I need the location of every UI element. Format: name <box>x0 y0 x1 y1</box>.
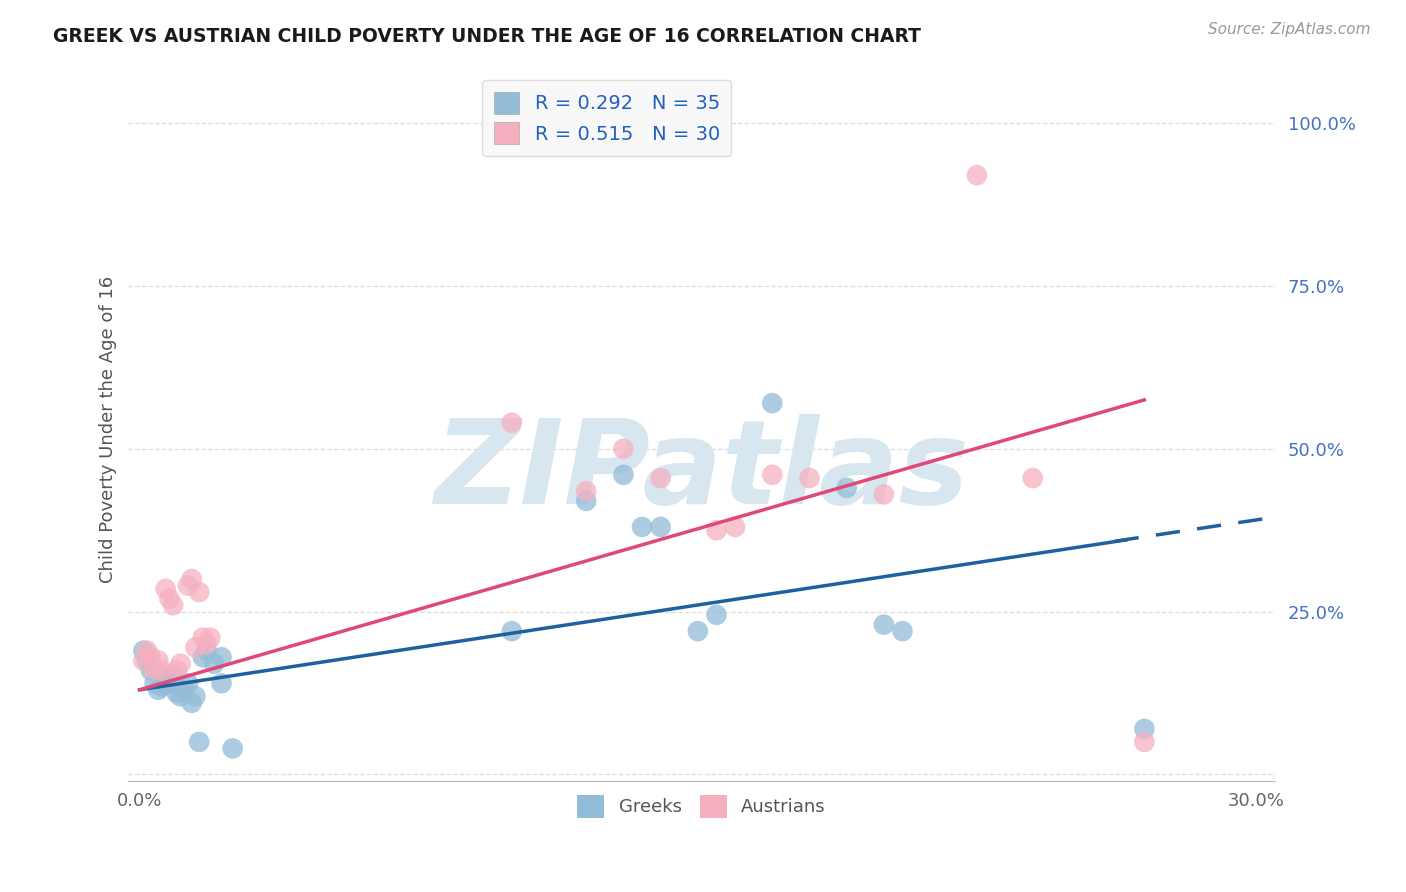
Point <box>177 578 200 592</box>
Point <box>761 467 783 482</box>
Text: ZIPatlas: ZIPatlas <box>434 414 969 529</box>
Point <box>139 663 162 677</box>
Point <box>157 591 180 606</box>
Point <box>169 690 191 704</box>
Point <box>650 471 672 485</box>
Point <box>162 670 184 684</box>
Point <box>221 741 243 756</box>
Point <box>132 653 155 667</box>
Point <box>166 663 188 677</box>
Point <box>1133 735 1156 749</box>
Point <box>631 520 654 534</box>
Point <box>166 686 188 700</box>
Point <box>136 653 159 667</box>
Point <box>155 676 177 690</box>
Legend: Greeks, Austrians: Greeks, Austrians <box>569 789 834 825</box>
Point <box>612 442 634 456</box>
Point <box>188 735 211 749</box>
Point <box>162 598 184 612</box>
Point <box>180 572 202 586</box>
Point <box>148 653 170 667</box>
Point <box>191 650 214 665</box>
Point <box>191 631 214 645</box>
Point <box>706 607 728 622</box>
Point <box>148 682 170 697</box>
Point <box>155 670 177 684</box>
Text: GREEK VS AUSTRIAN CHILD POVERTY UNDER THE AGE OF 16 CORRELATION CHART: GREEK VS AUSTRIAN CHILD POVERTY UNDER TH… <box>53 27 921 45</box>
Point <box>1022 471 1045 485</box>
Point <box>706 523 728 537</box>
Point <box>211 676 233 690</box>
Point <box>686 624 709 639</box>
Point <box>195 643 218 657</box>
Point <box>180 696 202 710</box>
Point <box>835 481 858 495</box>
Point <box>575 494 598 508</box>
Point <box>136 643 159 657</box>
Point <box>501 416 523 430</box>
Point <box>612 467 634 482</box>
Point <box>132 643 155 657</box>
Point <box>575 484 598 499</box>
Point <box>761 396 783 410</box>
Text: Source: ZipAtlas.com: Source: ZipAtlas.com <box>1208 22 1371 37</box>
Point <box>195 637 218 651</box>
Point <box>157 676 180 690</box>
Point <box>150 680 173 694</box>
Y-axis label: Child Poverty Under the Age of 16: Child Poverty Under the Age of 16 <box>100 276 117 582</box>
Point <box>184 640 207 655</box>
Point <box>188 585 211 599</box>
Point <box>169 657 191 671</box>
Point <box>177 676 200 690</box>
Point <box>650 520 672 534</box>
Point <box>966 168 988 182</box>
Point <box>799 471 821 485</box>
Point <box>143 676 166 690</box>
Point <box>173 682 195 697</box>
Point <box>891 624 914 639</box>
Point <box>501 624 523 639</box>
Point <box>155 582 177 596</box>
Point <box>873 617 896 632</box>
Point <box>184 690 207 704</box>
Point <box>873 487 896 501</box>
Point <box>150 663 173 677</box>
Point <box>211 650 233 665</box>
Point <box>202 657 225 671</box>
Point <box>200 631 222 645</box>
Point <box>724 520 747 534</box>
Point <box>143 663 166 677</box>
Point <box>139 650 162 665</box>
Point <box>1133 722 1156 736</box>
